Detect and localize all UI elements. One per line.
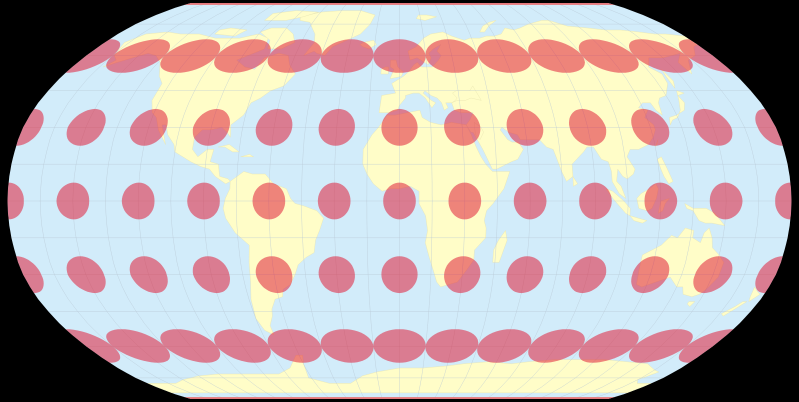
tissot-indicatrix [214, 39, 271, 73]
tissot-indicatrix [631, 108, 670, 146]
tissot-indicatrix [320, 329, 374, 363]
tissot-indicatrix [381, 256, 418, 294]
land-cuba [218, 144, 240, 153]
tissot-indicatrix [106, 39, 170, 73]
land-philippines [657, 156, 674, 185]
north-pole-indicatrix-band [7, 3, 792, 5]
tissot-indicatrix [252, 182, 286, 220]
tissot-indicatrix [693, 108, 733, 146]
tissot-indicatrix [56, 182, 90, 220]
tissot-indicatrix [7, 182, 24, 220]
land-tasmania [687, 301, 696, 307]
tissot-indicatrix [425, 39, 479, 73]
tissot-indicatrix [267, 329, 322, 363]
tissot-indicatrix [129, 108, 168, 146]
tissot-indicatrix [255, 108, 293, 146]
tissot-indicatrix [444, 256, 481, 294]
land-madagascar [492, 229, 508, 263]
tissot-indicatrix [629, 39, 693, 73]
tissot-indicatrix [121, 182, 155, 220]
tissot-indicatrix [214, 329, 271, 363]
tissot-indicatrix [528, 329, 585, 363]
tissot-indicatrix [579, 182, 612, 220]
tissot-indicatrix [318, 256, 355, 294]
tissot-indicatrix [373, 39, 426, 73]
land-new-guinea [684, 203, 726, 226]
land-sri-lanka [572, 175, 578, 187]
tissot-indicatrix [267, 39, 322, 73]
tissot-indicatrix [506, 256, 544, 294]
tissot-indicatrix [66, 256, 106, 294]
tissot-indicatrix [444, 108, 481, 146]
tissot-indicatrix [631, 256, 670, 294]
tissot-indicatrix [66, 108, 106, 146]
tissot-indicatrix [255, 256, 293, 294]
tissot-indicatrix [160, 39, 221, 73]
land-ellesmere-island [263, 10, 319, 21]
tissot-indicatrix [629, 329, 693, 363]
land-novaya-zemlya [479, 20, 497, 33]
tissot-indicatrix [693, 256, 733, 294]
tissot-indicatrix [192, 108, 230, 146]
land-new-zealand-south [721, 301, 748, 317]
tissot-indicatrix [318, 108, 355, 146]
land-antarctica [147, 355, 660, 393]
tissot-indicatrix [528, 39, 585, 73]
tissot-indicatrix [506, 108, 544, 146]
land-hispaniola [240, 154, 255, 157]
tissot-indicatrix [709, 182, 743, 220]
tissot-indicatrix [477, 329, 532, 363]
tissot-indicatrix [425, 329, 479, 363]
land-java [629, 215, 648, 224]
tissot-indicatrix [187, 182, 220, 220]
tissot-indicatrix [578, 329, 639, 363]
tissot-indicatrix [569, 256, 607, 294]
tissot-indicatrix [373, 329, 426, 363]
tissot-indicatrix [448, 182, 482, 220]
tissot-indicatrix [106, 329, 170, 363]
tissot-indicatrix [569, 108, 607, 146]
tissot-indicatrix [320, 39, 374, 73]
tissot-indicatrix [317, 182, 351, 220]
south-pole-indicatrix-band [7, 397, 792, 399]
tissot-indicatrix [775, 182, 792, 220]
land-new-zealand-north [748, 286, 761, 303]
tissot-indicatrix [129, 256, 168, 294]
tissot-indicatrix [383, 182, 416, 220]
tissot-indicatrix [477, 39, 532, 73]
tissot-indicatrix [381, 108, 418, 146]
tissot-indicatrix [160, 329, 221, 363]
tissot-indicatrix [513, 182, 547, 220]
tissot-indicatrix [578, 39, 639, 73]
land-svalbard [415, 14, 437, 21]
tissot-indicatrix [192, 256, 230, 294]
tissot-indicatrix [644, 182, 678, 220]
land-victoria-island [214, 27, 248, 37]
